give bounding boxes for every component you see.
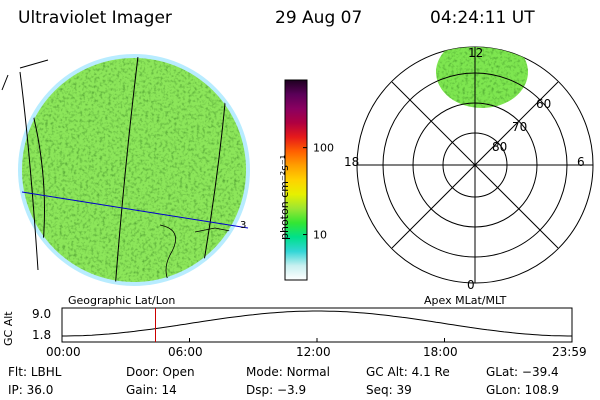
altitude-xtick: 23:59 [552, 345, 587, 359]
meridian-line-outside [19, 71, 39, 271]
altitude-xtick: 12:00 [296, 345, 331, 359]
info-gc-alt: GC Alt: 4.1 Re [366, 365, 450, 379]
mlat-label-80: 80 [492, 140, 508, 154]
altitude-ylabel: GC Alt [2, 311, 15, 346]
mlat-label-70: 70 [512, 120, 528, 134]
info-seq: Seq: 39 [366, 383, 412, 397]
header-date: 29 Aug 07 [275, 8, 363, 28]
info-ip: IP: 36.0 [8, 383, 54, 397]
coastline [194, 227, 236, 233]
info-mode: Mode: Normal [246, 365, 330, 379]
info-gain: Gain: 14 [126, 383, 177, 397]
info-filter: Flt: LBHL [8, 365, 62, 379]
image-marker-label: 3 [240, 220, 246, 231]
info-door: Door: Open [126, 365, 195, 379]
altitude-xtick: 18:00 [423, 345, 458, 359]
limb-tick [1, 59, 49, 91]
mlat-label-60: 60 [536, 97, 552, 111]
altitude-curve [62, 310, 572, 337]
meridian-line [114, 57, 141, 283]
colorbar-tick-label: 10 [313, 229, 327, 242]
altitude-xtick: 06:00 [168, 345, 203, 359]
instrument-title: Ultraviolet Imager [18, 8, 172, 28]
info-dsp: Dsp: −3.9 [246, 383, 307, 397]
mlt-label-18: 18 [344, 155, 360, 169]
mlt-label-6: 6 [577, 155, 585, 169]
colorbar: 100 10 [284, 79, 334, 281]
info-glat: GLat: −39.4 [486, 365, 559, 379]
mlt-label-0: 0 [467, 278, 475, 292]
terminator-line [21, 191, 249, 229]
apex-panel-label: Apex MLat/MLT [424, 294, 507, 307]
header-time: 04:24:11 UT [430, 8, 535, 28]
polar-diagonal [391, 81, 559, 249]
altitude-ytick-9: 9.0 [32, 307, 52, 321]
earth-disk-image: 3 [1, 54, 250, 286]
info-glon: GLon: 108.9 [486, 383, 559, 397]
altitude-ytick-1-8: 1.8 [32, 328, 52, 342]
altitude-frame [61, 307, 573, 343]
mlt-label-12: 12 [468, 46, 484, 60]
geographic-panel-label: Geographic Lat/Lon [68, 294, 176, 307]
disk-texture [22, 58, 246, 282]
altitude-xtick: 00:00 [46, 345, 81, 359]
colorbar-unit-label: photon cm⁻²s⁻¹ [278, 154, 291, 240]
colorbar-strip [284, 79, 308, 281]
polar-plot [356, 46, 594, 284]
colorbar-tick-label: 100 [313, 142, 334, 155]
altitude-plot [61, 307, 573, 343]
